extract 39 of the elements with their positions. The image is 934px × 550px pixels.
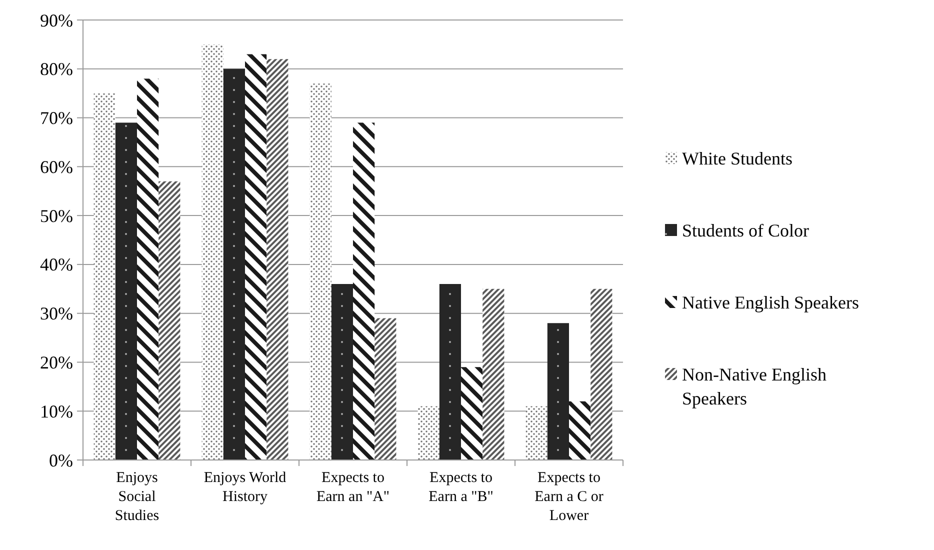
- y-tick-label: 30%: [40, 304, 73, 324]
- bar: [202, 44, 224, 460]
- bar: [223, 68, 245, 460]
- y-tick-label: 10%: [40, 401, 73, 422]
- y-tick-label: 40%: [40, 254, 73, 275]
- bar: [526, 406, 548, 460]
- y-tick-label: 70%: [40, 108, 73, 128]
- bar: [158, 181, 180, 460]
- bar: [418, 406, 440, 460]
- x-tick-label: Expects to Earn a C or Lower: [534, 470, 604, 524]
- legend-label: Native English Speakers: [682, 292, 859, 312]
- y-tick-label: 20%: [40, 352, 73, 373]
- bar: [310, 84, 332, 460]
- x-tick-label: Expects to Earn a "B": [428, 470, 494, 505]
- x-tick-label: Enjoys World History: [204, 470, 287, 505]
- y-tick-label: 50%: [40, 206, 73, 226]
- bar: [374, 318, 396, 460]
- bar: [569, 401, 591, 460]
- bar: [331, 284, 353, 460]
- bar: [482, 288, 504, 460]
- bar: [137, 78, 159, 460]
- bar: [115, 122, 137, 460]
- x-tick-label: Expects to Earn an "A": [316, 470, 390, 505]
- bar: [439, 284, 461, 460]
- y-tick-label: 80%: [40, 59, 73, 80]
- legend-label: Students of Color: [682, 220, 810, 240]
- legend-label: Non-Native English Speakers: [682, 364, 826, 408]
- y-tick-label: 90%: [40, 10, 73, 30]
- y-tick-label: 0%: [49, 450, 73, 470]
- bar: [547, 323, 569, 460]
- bar: [266, 59, 288, 460]
- bar: [94, 93, 116, 460]
- x-tick-label: Enjoys Social Studies: [114, 470, 160, 524]
- legend-label: White Students: [682, 148, 792, 168]
- bar: [590, 288, 612, 460]
- bar: [461, 367, 483, 460]
- y-tick-label: 60%: [40, 156, 73, 177]
- bar: [353, 122, 375, 460]
- bar: [245, 54, 267, 460]
